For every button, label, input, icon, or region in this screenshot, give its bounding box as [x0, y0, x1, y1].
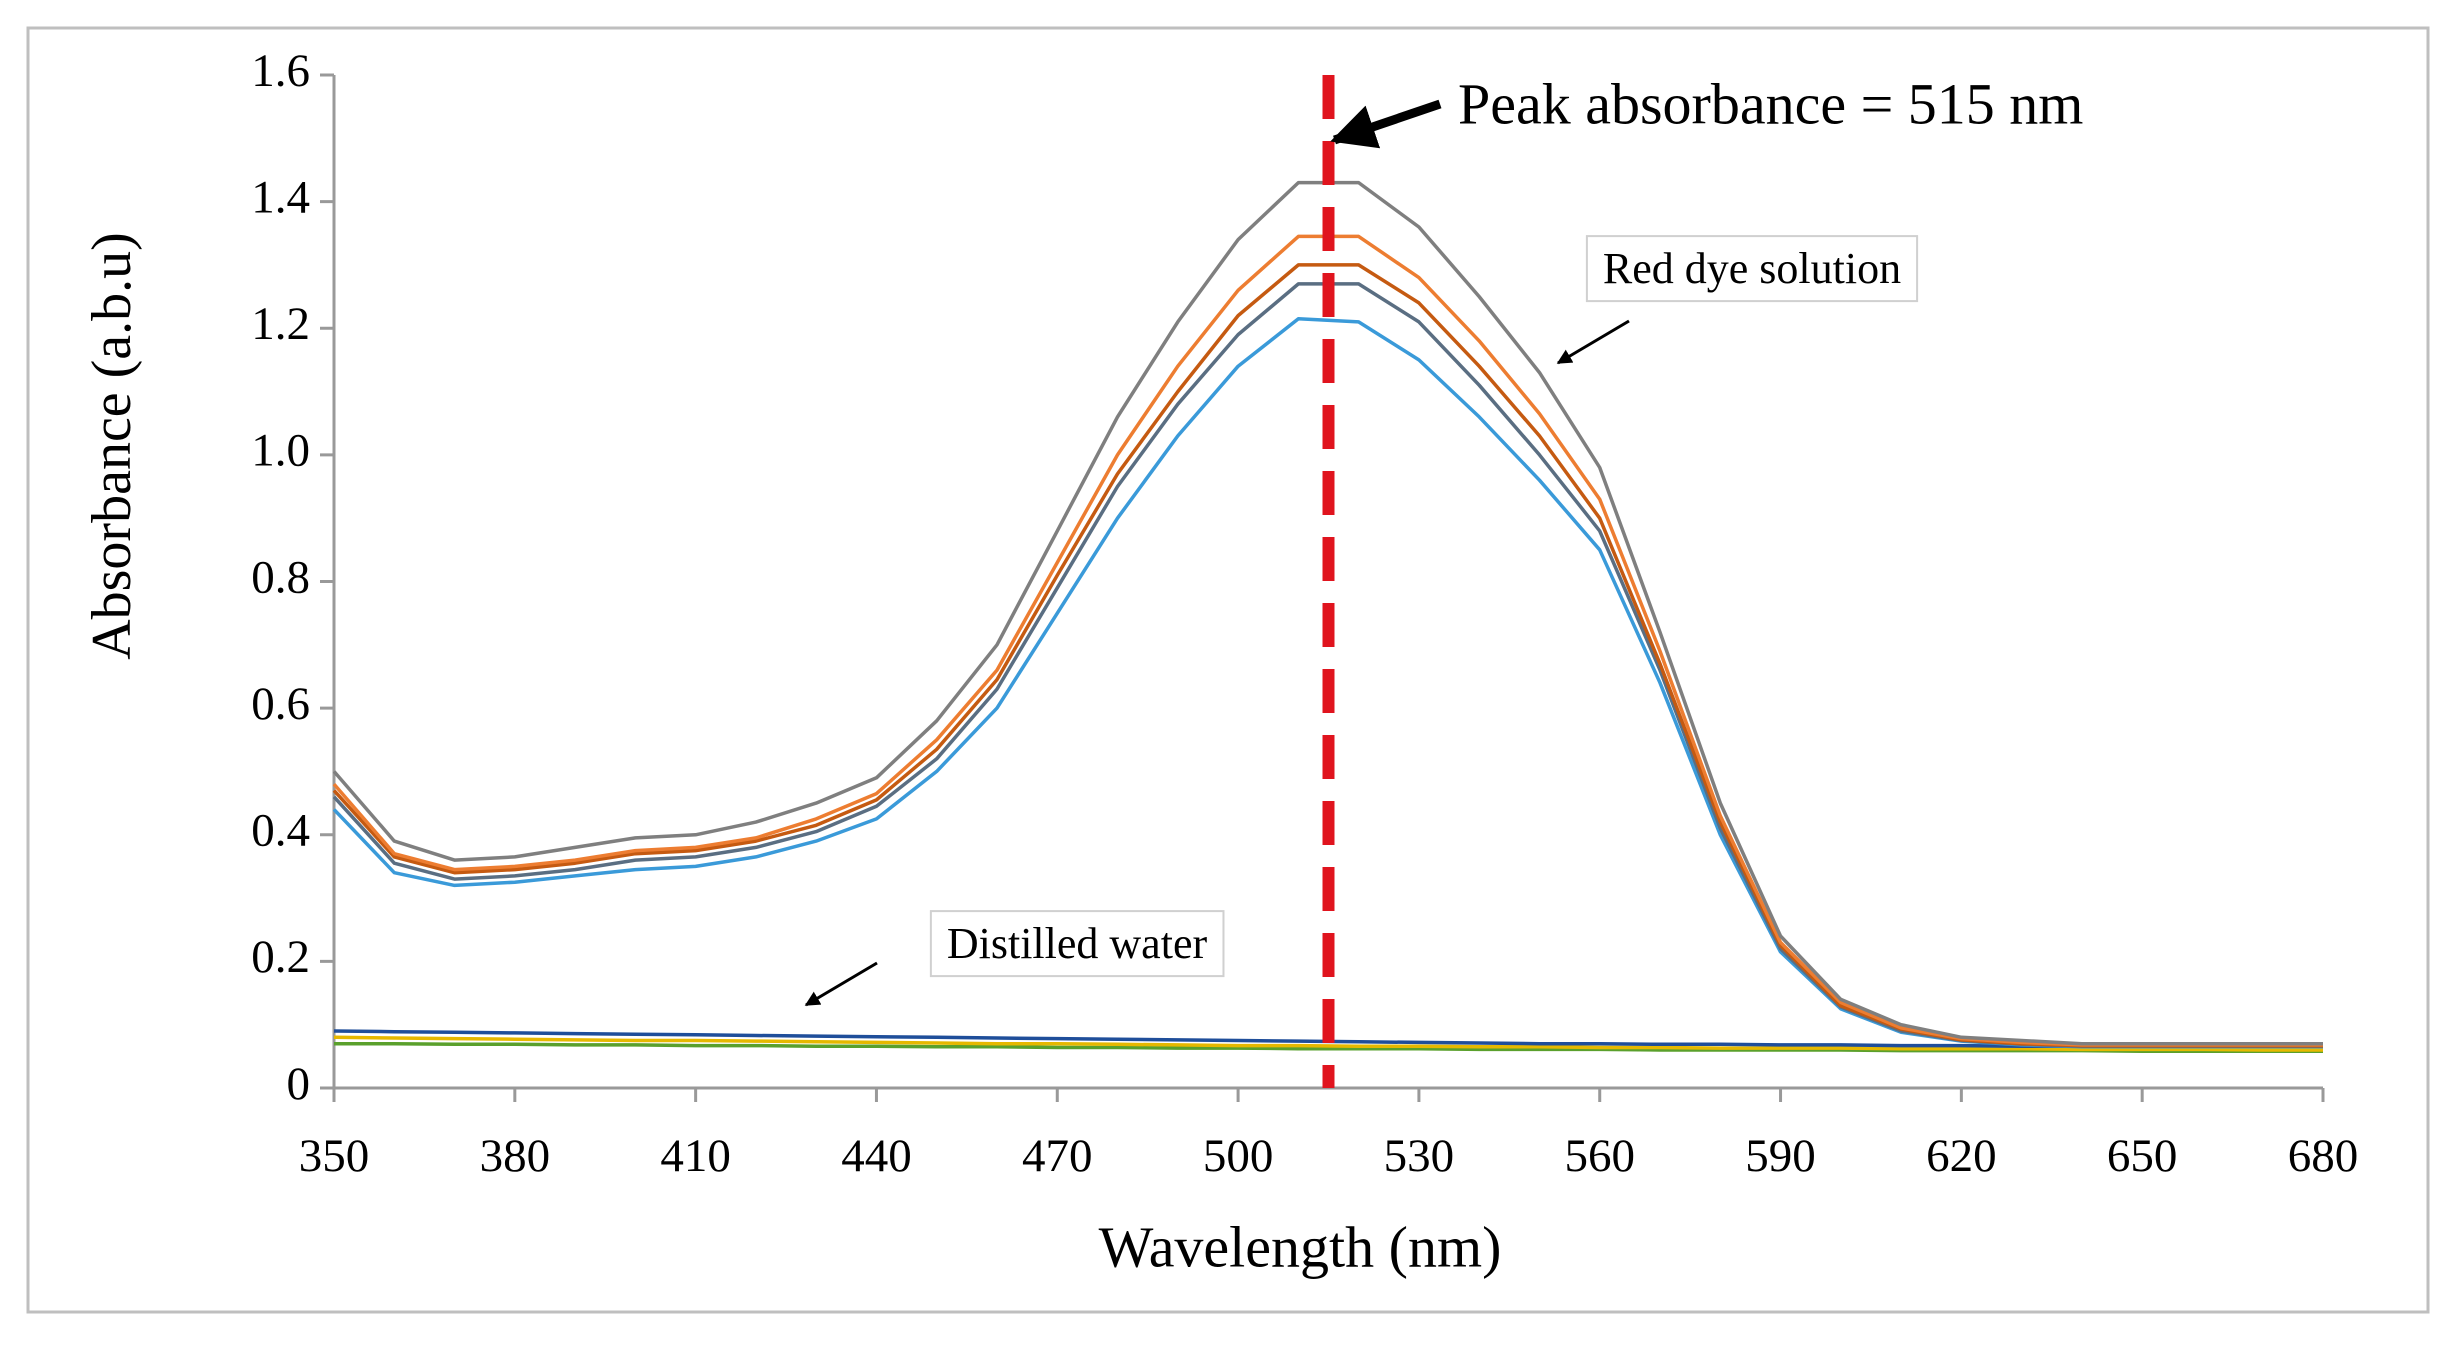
annotation-box — [929, 910, 1225, 978]
series-line — [333, 1035, 2323, 1052]
x-tick-label: 470 — [1022, 1130, 1093, 1182]
series-line — [334, 1041, 2323, 1054]
annotation-arrow — [1330, 99, 1442, 149]
x-tick-label: 680 — [2288, 1130, 2359, 1182]
annotation: Distilled water — [947, 919, 1208, 968]
x-tick-label: 380 — [480, 1130, 551, 1182]
x-tick-label: 440 — [841, 1130, 912, 1182]
y-tick-label: 0 — [287, 1058, 311, 1110]
x-tick-label: 500 — [1203, 1130, 1274, 1182]
y-tick-label: 0.2 — [251, 931, 310, 983]
y-tick-label: 0.6 — [251, 678, 310, 730]
annotation-box — [1585, 235, 1919, 303]
y-tick-label: 1.4 — [251, 171, 310, 223]
x-tick-label: 650 — [2107, 1130, 2178, 1182]
x-tick-label: 560 — [1564, 1130, 1635, 1182]
series-line — [332, 282, 2323, 1048]
x-tick-label: 410 — [660, 1130, 731, 1182]
annotation: Red dye solution — [1603, 244, 1901, 293]
x-axis-label: Wavelength (nm) — [1099, 1214, 1502, 1279]
x-tick-label: 350 — [299, 1130, 370, 1182]
x-tick-label: 530 — [1384, 1130, 1455, 1182]
x-tick-label: 590 — [1745, 1130, 1816, 1182]
y-tick-label: 1.0 — [251, 425, 310, 477]
annotation-arrow — [1556, 319, 1630, 365]
y-tick-label: 0.4 — [251, 805, 310, 857]
frame — [26, 26, 2430, 1314]
y-tick-label: 0.8 — [251, 551, 310, 603]
annotation: Peak absorbance = 515 nm — [1458, 71, 2083, 136]
x-tick-label: 620 — [1926, 1130, 1997, 1182]
y-tick-label: 1.2 — [251, 298, 310, 350]
y-tick-label: 1.6 — [251, 45, 310, 97]
annotation-arrow — [804, 961, 878, 1007]
y-axis-label: Absorbance (a.b.u) — [81, 232, 143, 660]
